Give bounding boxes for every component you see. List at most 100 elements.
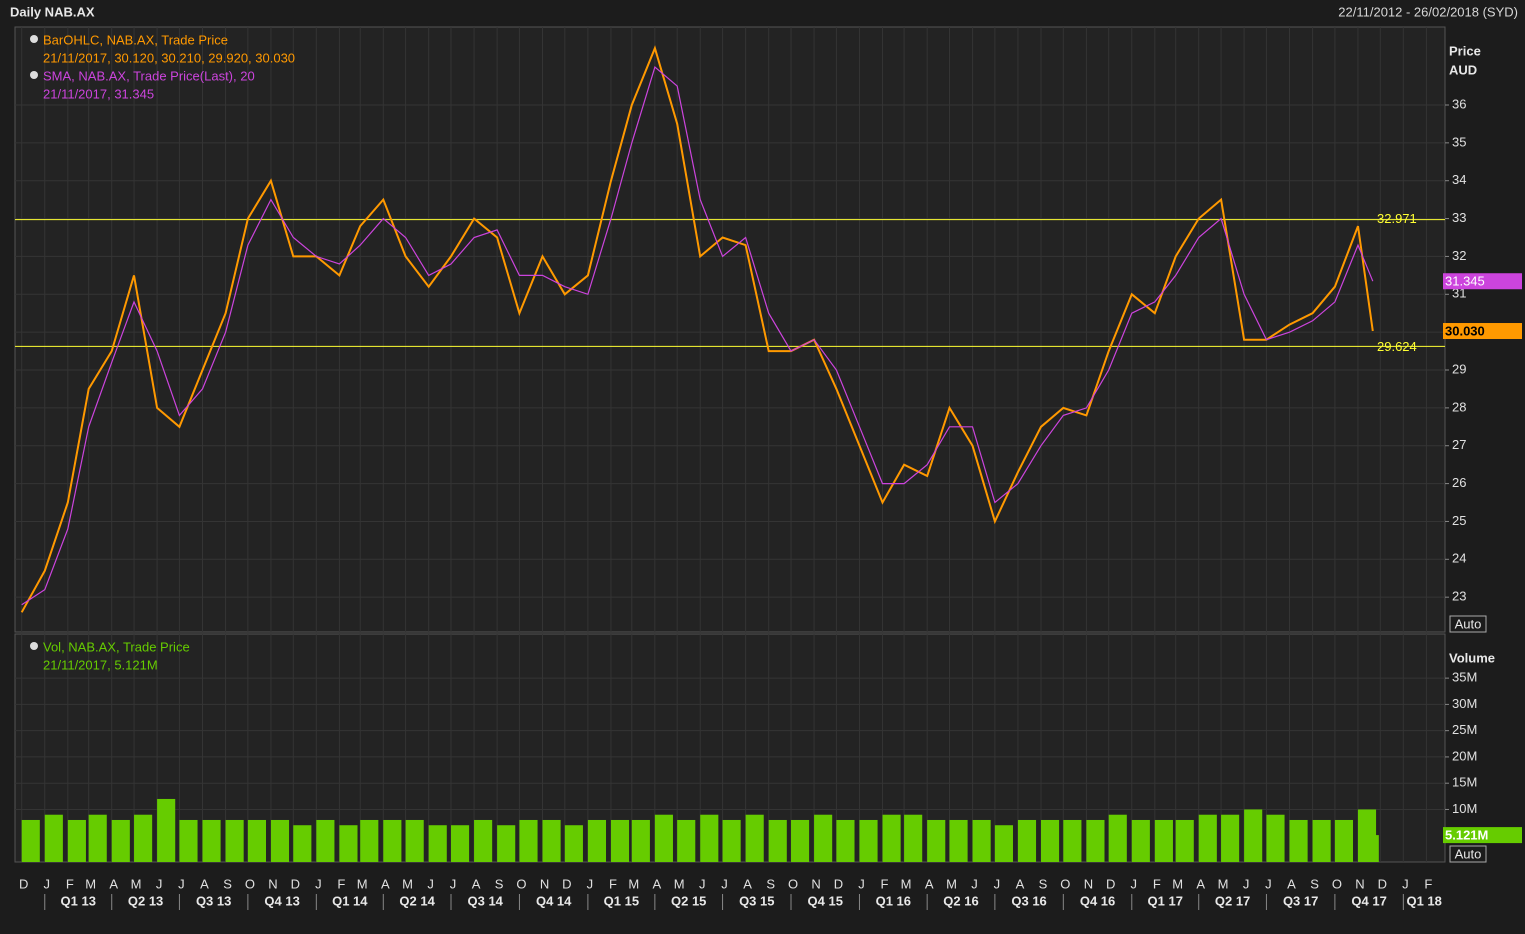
- axis-title: Volume: [1449, 650, 1495, 665]
- last-value-label: 5.121M: [1445, 828, 1488, 843]
- y-tick-label: 35: [1452, 134, 1466, 149]
- y-tick-label: 36: [1452, 96, 1466, 111]
- x-tick-label: J: [427, 876, 434, 891]
- y-tick-label: 28: [1452, 399, 1466, 414]
- legend-icon: [30, 35, 38, 43]
- quarter-label: Q3 17: [1283, 893, 1318, 908]
- x-tick-label: J: [315, 876, 322, 891]
- scale-button[interactable]: [1449, 845, 1487, 863]
- quarter-label: Q4 15: [808, 893, 843, 908]
- volume-bar: [474, 819, 493, 862]
- x-tick-label: O: [245, 876, 255, 891]
- volume-bar: [700, 814, 719, 862]
- quarter-label: Q1 14: [332, 893, 368, 908]
- x-tick-label: D: [834, 876, 843, 891]
- legend-detail: 21/11/2017, 5.121M: [43, 657, 158, 672]
- volume-bar: [542, 819, 561, 862]
- x-tick-label: J: [721, 876, 728, 891]
- y-tick-label: 15M: [1452, 775, 1477, 790]
- y-tick-label: 35M: [1452, 670, 1477, 685]
- scale-button-label[interactable]: Auto: [1455, 846, 1482, 861]
- quarter-label: Q2 15: [671, 893, 706, 908]
- legend-name: BarOHLC, NAB.AX, Trade Price: [43, 32, 228, 47]
- x-tick-label: S: [1039, 876, 1048, 891]
- quarter-label: Q4 13: [264, 893, 299, 908]
- volume-bar: [360, 819, 379, 862]
- price-line: [21, 66, 1374, 606]
- x-tick-label: J: [699, 876, 706, 891]
- volume-bar: [67, 819, 86, 862]
- legend-icon: [30, 642, 38, 650]
- volume-bar: [1017, 819, 1037, 862]
- x-tick-label: O: [1060, 876, 1070, 891]
- volume-bar: [1086, 819, 1105, 862]
- x-tick-label: F: [1424, 876, 1432, 891]
- x-tick-label: F: [881, 876, 889, 891]
- axis-title: Price: [1449, 43, 1481, 58]
- x-tick-label: M: [131, 876, 142, 891]
- y-tick-label: 33: [1452, 210, 1466, 225]
- x-tick-label: M: [674, 876, 685, 891]
- x-tick-label: J: [1243, 876, 1250, 891]
- volume-bar: [631, 819, 650, 862]
- chart-title: Daily NAB.AX: [10, 4, 95, 19]
- volume-bar: [293, 825, 312, 862]
- x-tick-label: A: [1287, 876, 1296, 891]
- x-tick-label: A: [381, 876, 390, 891]
- legend-name: Vol, NAB.AX, Trade Price: [43, 639, 190, 654]
- volume-bar: [111, 819, 130, 862]
- quarter-label: Q3 14: [468, 893, 504, 908]
- scale-button-label[interactable]: Auto: [1455, 616, 1482, 631]
- volume-bar: [270, 819, 290, 862]
- x-tick-label: A: [109, 876, 118, 891]
- x-tick-label: F: [337, 876, 345, 891]
- x-tick-label: M: [628, 876, 639, 891]
- x-tick-label: D: [562, 876, 571, 891]
- y-tick-label: 34: [1452, 172, 1466, 187]
- volume-bar: [179, 819, 198, 862]
- x-tick-label: M: [357, 876, 368, 891]
- quarter-label: Q1 17: [1148, 893, 1183, 908]
- volume-bar: [1221, 814, 1240, 862]
- horizontal-line-label: 29.624: [1377, 339, 1417, 354]
- x-tick-label: D: [1378, 876, 1387, 891]
- quarter-label: Q2 16: [943, 893, 978, 908]
- y-tick-label: 20M: [1452, 748, 1477, 763]
- x-tick-label: J: [994, 876, 1001, 891]
- quarter-label: Q3 16: [1011, 893, 1046, 908]
- volume-bar: [157, 798, 176, 862]
- volume-bar: [745, 814, 764, 862]
- quarter-label: Q2 13: [128, 893, 163, 908]
- x-tick-label: F: [609, 876, 617, 891]
- volume-bar: [904, 814, 923, 862]
- volume-bar: [1198, 814, 1217, 862]
- date-range: 22/11/2012 - 26/02/2018 (SYD): [1338, 4, 1518, 19]
- volume-bar: [339, 825, 358, 862]
- volume-bar: [497, 825, 516, 862]
- y-tick-label: 27: [1452, 437, 1466, 452]
- scale-button[interactable]: [1449, 615, 1487, 633]
- volume-bar: [1357, 809, 1377, 862]
- x-tick-label: N: [540, 876, 549, 891]
- x-tick-label: J: [1265, 876, 1272, 891]
- x-tick-label: F: [66, 876, 74, 891]
- volume-bar: [768, 819, 787, 862]
- volume-bar: [1108, 814, 1127, 862]
- last-value-badge: [1443, 323, 1522, 340]
- x-tick-label: A: [653, 876, 662, 891]
- volume-bar: [814, 814, 833, 862]
- volume-bar: [1131, 819, 1150, 862]
- volume-bar: [225, 819, 244, 862]
- quarter-label: Q3 15: [739, 893, 774, 908]
- volume-bar: [1244, 809, 1263, 862]
- volume-bar: [44, 814, 63, 862]
- quarter-label: Q1 16: [876, 893, 911, 908]
- volume-bar: [450, 825, 470, 862]
- legend-icon: [30, 71, 38, 79]
- volume-bar: [88, 814, 107, 862]
- quarter-label: Q1 18: [1406, 893, 1441, 908]
- x-tick-label: J: [1131, 876, 1138, 891]
- volume-bar: [383, 819, 402, 862]
- x-tick-label: J: [587, 876, 594, 891]
